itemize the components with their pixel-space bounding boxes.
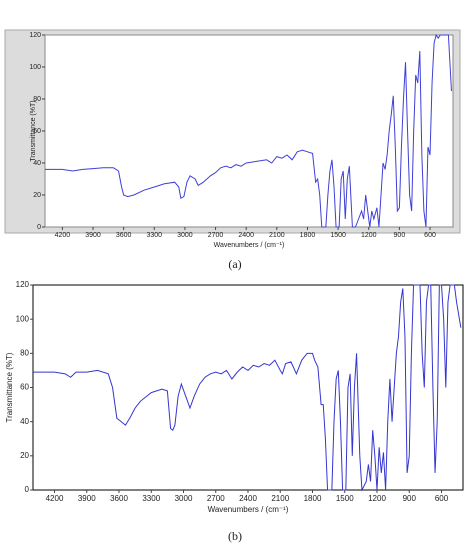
y-tick-label: 60	[20, 383, 29, 392]
x-tick-label: 600	[435, 494, 449, 503]
x-tick-label: 2100	[271, 494, 289, 503]
x-tick-label: 1800	[300, 232, 316, 239]
y-tick-label: 0	[37, 224, 41, 231]
y-axis-label: Transmittance (%T)	[30, 100, 37, 161]
y-tick-label: 40	[20, 417, 29, 426]
x-axis-label: Wavenumbers / (cm⁻¹)	[214, 242, 285, 249]
x-tick-label: 1200	[361, 232, 377, 239]
x-tick-label: 3600	[110, 494, 128, 503]
spectrum-line	[45, 34, 452, 228]
y-tick-label: 0	[25, 485, 30, 494]
x-tick-label: 1500	[336, 494, 354, 503]
x-tick-label: 3600	[116, 232, 132, 239]
x-tick-label: 3300	[142, 494, 160, 503]
x-tick-label: 4200	[55, 232, 71, 239]
y-tick-label: 100	[16, 314, 30, 323]
x-tick-label: 3000	[175, 494, 193, 503]
x-tick-label: 3000	[177, 232, 193, 239]
x-tick-label: 900	[403, 494, 417, 503]
x-tick-label: 900	[394, 232, 406, 239]
x-tick-label: 3900	[78, 494, 96, 503]
x-tick-label: 600	[424, 232, 436, 239]
y-tick-label: 60	[33, 128, 41, 135]
y-tick-label: 40	[33, 160, 41, 167]
x-tick-label: 3300	[146, 232, 162, 239]
x-tick-label: 2100	[269, 232, 285, 239]
x-tick-label: 3900	[85, 232, 101, 239]
plot-area	[32, 284, 464, 491]
y-tick-label: 80	[33, 96, 41, 103]
caption: (a)	[228, 257, 241, 271]
caption: (b)	[228, 529, 242, 543]
y-axis-label: Transmittance (%T)	[5, 352, 14, 422]
y-tick-label: 100	[29, 64, 41, 71]
y-tick-label: 20	[33, 192, 41, 199]
x-tick-label: 2400	[238, 232, 254, 239]
x-tick-label: 2400	[239, 494, 257, 503]
x-axis-label: Wavenumbers / (cm⁻¹)	[208, 505, 289, 514]
x-tick-label: 1800	[304, 494, 322, 503]
x-tick-label: 1200	[368, 494, 386, 503]
x-tick-label: 2700	[207, 494, 225, 503]
x-tick-label: 2700	[208, 232, 224, 239]
y-tick-label: 20	[20, 451, 29, 460]
y-tick-label: 120	[16, 280, 30, 289]
x-tick-label: 4200	[46, 494, 64, 503]
y-tick-label: 120	[29, 32, 41, 39]
spectrum-line	[33, 284, 462, 491]
plot-area	[44, 34, 454, 228]
x-tick-label: 1500	[330, 232, 346, 239]
y-tick-label: 80	[20, 348, 29, 357]
